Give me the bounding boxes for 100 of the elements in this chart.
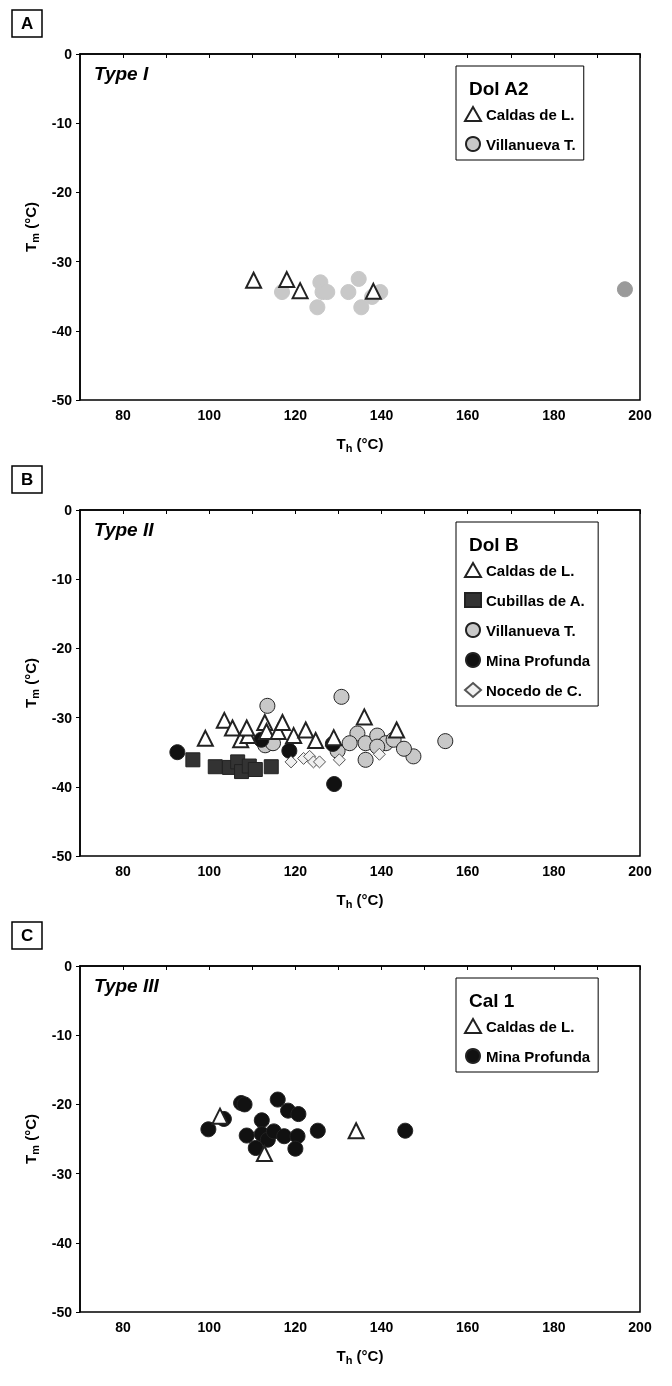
point [357,751,374,768]
x-tick-label: 200 [628,1319,652,1335]
point [350,270,367,287]
legend-label: Caldas de L. [486,1017,575,1035]
y-tick-label: -20 [51,640,73,657]
legend-title: Dol B [469,534,519,555]
point [255,1145,273,1163]
point [253,1112,270,1129]
point [269,1091,286,1108]
point [341,735,358,752]
x-tick-label: 100 [197,863,222,879]
legend-label: Villanueva T. [486,621,576,639]
y-tick-label: -50 [51,392,73,408]
x-tick-label: 180 [542,863,566,879]
point [364,282,382,300]
point [238,1127,255,1144]
point [169,744,186,761]
x-tick-label: 180 [542,1319,566,1335]
x-tick-label: 140 [369,1319,394,1335]
chart-title: A [21,14,34,33]
point [437,733,454,750]
y-tick-label: -10 [51,571,73,588]
x-tick-label: 100 [197,407,222,423]
x-tick-label: 80 [115,407,132,423]
point [273,713,291,731]
y-axis-title: Tm (°C) [22,1114,41,1164]
y-tick-label: -10 [51,1027,73,1044]
point [278,271,296,289]
point [395,740,412,757]
x-tick-label: 80 [115,863,132,879]
y-tick-label: -20 [51,1096,73,1113]
point [333,688,350,705]
point [287,1140,304,1157]
x-tick-label: 200 [628,407,652,423]
x-tick-label: 120 [283,863,308,879]
annotation: Type III [94,975,160,996]
point [355,708,373,726]
point [291,282,309,300]
point [281,742,298,759]
point [372,747,386,761]
x-tick-label: 100 [197,1319,222,1335]
point [326,776,343,793]
x-tick-label: 160 [456,1319,480,1335]
y-tick-label: -50 [51,1304,73,1320]
legend-label: Cubillas de A. [486,591,585,609]
point [185,752,201,768]
legend-label: Nocedo de C. [486,681,582,699]
point [309,299,326,316]
y-tick-label: -50 [51,848,73,864]
point [397,1122,414,1139]
x-tick-label: 140 [369,863,394,879]
point [616,281,633,298]
point [211,1107,229,1125]
chart-title: C [21,926,34,945]
point [238,719,256,737]
y-tick-label: -20 [51,184,73,201]
point [259,697,276,714]
point [290,1106,307,1123]
x-tick-label: 80 [115,1319,132,1335]
point [325,729,343,747]
point [276,1128,293,1145]
y-axis-title: Tm (°C) [22,202,41,252]
legend-title: Cal 1 [469,990,515,1011]
legend-label: Mina Profunda [486,1047,591,1065]
legend-label: Caldas de L. [486,105,575,123]
y-tick-label: -30 [51,1165,73,1182]
point [263,759,279,775]
y-tick-label: -40 [51,1234,73,1251]
annotation: Type II [94,519,155,540]
x-tick-label: 160 [456,863,480,879]
point [347,1122,365,1140]
point [247,1140,264,1156]
point [200,1121,217,1138]
point [309,1122,326,1139]
point [285,727,303,745]
point [388,721,406,739]
y-tick-label: -40 [51,322,73,339]
chart-title: B [21,470,34,489]
y-tick-label: 0 [64,502,73,518]
point [245,271,263,289]
point [297,721,315,739]
x-tick-label: 120 [283,407,308,423]
point [313,755,327,769]
annotation: Type I [94,63,149,84]
point [207,759,223,775]
legend-title: Dol A2 [469,78,529,99]
x-tick-label: 200 [628,863,652,879]
y-tick-label: 0 [64,46,73,62]
x-tick-label: 140 [369,407,394,423]
legend-label: Mina Profunda [486,651,591,669]
point [215,711,233,729]
point [332,753,346,767]
point [223,719,241,737]
legend-label: Villanueva T. [486,135,576,153]
point [247,762,263,777]
point [307,731,325,749]
x-tick-label: 180 [542,407,566,423]
x-tick-label: 160 [456,407,480,423]
y-tick-label: -40 [51,778,73,795]
y-axis-title: Tm (°C) [22,658,41,708]
